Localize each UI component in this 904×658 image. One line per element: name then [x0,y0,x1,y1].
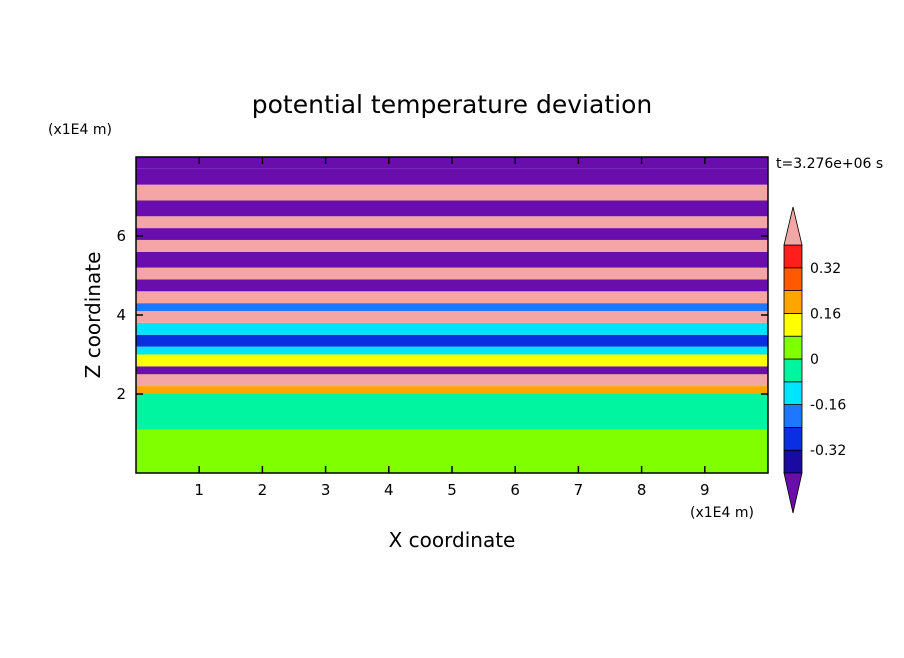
colorbar-swatch [783,290,803,314]
field-band [136,334,768,347]
x-tick-label: 1 [194,481,204,499]
field-band [136,374,768,387]
y-tick-label: 6 [116,227,126,245]
field-band [136,239,768,252]
colorbar-swatch [783,404,803,428]
x-tick-label: 9 [700,481,710,499]
field-band [136,303,768,312]
colorbar-swatch [783,381,803,405]
field-band [136,279,768,292]
x-tick-label: 8 [637,481,647,499]
x-tick-label: 2 [258,481,268,499]
field-band [136,346,768,355]
field-band [136,228,768,240]
plot-area [136,157,768,473]
colorbar-swatch [783,449,803,474]
field-band [136,184,768,201]
x-tick-label: 4 [384,481,394,499]
x-tick-label: 3 [321,481,331,499]
field-band [136,322,768,335]
field-band [136,251,768,268]
colorbar-swatch [783,244,803,269]
colorbar-tick-label: -0.16 [810,398,846,414]
field-band [136,291,768,304]
field-band [136,394,768,430]
field-band [136,311,768,323]
colorbar-swatch [783,267,803,291]
y-axis-label: Z coordinate [81,252,105,379]
field-band [136,354,768,367]
field-band [136,168,768,185]
colorbar-swatch [783,426,803,451]
y-tick-label: 2 [116,385,126,403]
x-axis-label: X coordinate [389,528,516,552]
y-axis-ticks: 2 4 6 [116,227,768,403]
field-band [136,200,768,217]
colorbar-swatch [783,312,803,337]
time-label: t=3.276e+06 s [776,156,883,172]
colorbar-tick-label: 0 [810,352,819,368]
x-axis-ticks: 1 2 3 4 5 6 7 8 9 [194,157,710,499]
field-band [136,366,768,375]
chart-title: potential temperature deviation [252,90,652,119]
colorbar-extend-bottom [783,472,803,514]
field-band [136,216,768,229]
x-tick-label: 5 [447,481,457,499]
colorbar: 0.32 0.16 0 -0.16 -0.32 [783,206,846,514]
colorbar-tick-label: 0.16 [810,306,841,322]
x-tick-label: 6 [510,481,520,499]
field-band [136,429,768,473]
x-axis-unit: (x1E4 m) [690,505,754,521]
y-tick-label: 4 [116,306,126,324]
colorbar-tick-label: -0.32 [810,443,846,459]
y-axis-unit: (x1E4 m) [48,122,112,138]
colorbar-extend-top [783,206,803,246]
colorbar-swatch [783,358,803,383]
x-tick-label: 7 [574,481,584,499]
colorbar-tick-label: 0.32 [810,261,841,277]
field-band [136,267,768,280]
colorbar-swatch [783,335,803,360]
field-band [136,386,768,394]
